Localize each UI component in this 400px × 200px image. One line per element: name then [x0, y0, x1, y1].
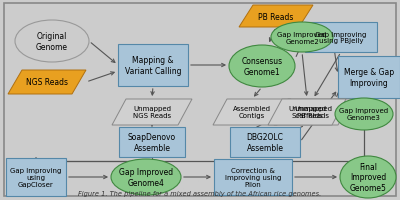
Ellipse shape	[271, 23, 333, 53]
Polygon shape	[8, 71, 86, 95]
FancyBboxPatch shape	[119, 127, 185, 157]
Ellipse shape	[340, 156, 396, 198]
Text: DBG2OLC
Assemble: DBG2OLC Assemble	[246, 133, 284, 152]
FancyBboxPatch shape	[230, 127, 300, 157]
Text: Figure 1. The pipeline for a mixed assembly of the African rice genomes.: Figure 1. The pipeline for a mixed assem…	[78, 190, 322, 196]
FancyBboxPatch shape	[118, 45, 188, 87]
Text: Final
Improved
Genome5: Final Improved Genome5	[350, 162, 386, 192]
FancyBboxPatch shape	[338, 57, 400, 99]
Text: Mapping &
Variant Calling: Mapping & Variant Calling	[125, 56, 181, 75]
Text: PB Reads: PB Reads	[258, 12, 294, 21]
Text: NGS Reads: NGS Reads	[26, 78, 68, 87]
Text: Gap Improved
Genome3: Gap Improved Genome3	[340, 108, 388, 121]
FancyBboxPatch shape	[305, 23, 377, 53]
Ellipse shape	[335, 99, 393, 130]
Text: SoapDenovo
Assemble: SoapDenovo Assemble	[128, 133, 176, 152]
Text: Unmapped
Scaffolds: Unmapped Scaffolds	[288, 106, 326, 119]
Text: Gap Improving
using
GapCloser: Gap Improving using GapCloser	[10, 167, 62, 187]
Polygon shape	[213, 100, 291, 125]
Text: Gap Improved
Genome4: Gap Improved Genome4	[119, 167, 173, 187]
Text: Gap Improved
Genome2: Gap Improved Genome2	[278, 31, 326, 44]
Ellipse shape	[229, 46, 295, 88]
Text: Consensus
Genome1: Consensus Genome1	[242, 57, 282, 76]
Polygon shape	[274, 100, 352, 125]
Polygon shape	[239, 6, 313, 28]
Text: Merge & Gap
Improving: Merge & Gap Improving	[344, 68, 394, 87]
Polygon shape	[112, 100, 192, 125]
Text: Unmapped
PB Reads: Unmapped PB Reads	[294, 106, 332, 119]
Text: Unmapped
NGS Reads: Unmapped NGS Reads	[133, 106, 171, 119]
Ellipse shape	[15, 21, 89, 63]
Text: Original
Genome: Original Genome	[36, 32, 68, 51]
Text: Gap Improving
using PBJelly: Gap Improving using PBJelly	[315, 31, 367, 44]
Text: Correction &
Improving using
Pilon: Correction & Improving using Pilon	[225, 167, 281, 187]
Ellipse shape	[111, 159, 181, 195]
Polygon shape	[268, 100, 346, 125]
Text: Assembled
Contigs: Assembled Contigs	[233, 106, 271, 119]
FancyBboxPatch shape	[6, 158, 66, 196]
FancyBboxPatch shape	[214, 159, 292, 195]
